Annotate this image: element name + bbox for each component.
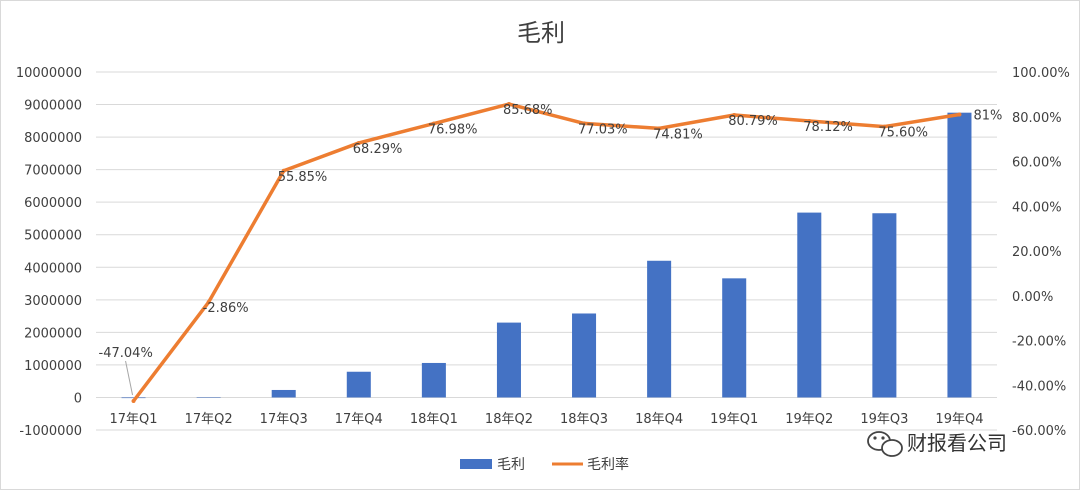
left-axis-tick-label: 5000000: [24, 229, 82, 244]
data-label: 85.68%: [503, 103, 553, 118]
bar: [872, 213, 897, 398]
chart-title: 毛利: [517, 19, 565, 47]
bar: [121, 397, 146, 399]
x-axis-tick-label: 17年Q2: [185, 412, 233, 427]
line-point: [732, 112, 737, 117]
bar: [196, 397, 221, 398]
data-label: -2.86%: [203, 301, 249, 316]
data-label: 68.29%: [353, 142, 403, 157]
left-axis-tick-label: 10000000: [16, 66, 82, 81]
gridlines: [96, 71, 997, 431]
left-axis-tick-label: -1000000: [19, 424, 82, 439]
left-axis-tick-label: 2000000: [24, 326, 82, 341]
data-label: 77.03%: [578, 122, 628, 137]
bar: [797, 212, 822, 398]
data-label: 74.81%: [653, 127, 703, 142]
right-axis-tick-label: 40.00%: [1012, 200, 1062, 215]
right-axis-ticks: -60.00% -40.00% -20.00% 0.00% 20.00% 40.00% 60…: [1012, 66, 1070, 439]
data-label: 55.85%: [278, 170, 328, 185]
line-point: [882, 124, 887, 129]
right-axis-tick-label: 100.00%: [1012, 66, 1070, 81]
left-axis-tick-label: 0: [74, 391, 82, 406]
line-point: [431, 121, 436, 126]
x-axis-tick-label: 19年Q1: [710, 412, 758, 427]
line-point: [582, 121, 587, 126]
bar: [722, 278, 747, 398]
left-axis-tick-label: 3000000: [24, 294, 82, 309]
bar: [346, 371, 371, 398]
left-axis-tick-label: 9000000: [24, 99, 82, 114]
data-label: 76.98%: [428, 123, 478, 138]
data-labels: -47.04% -2.86% 55.85% 68.29% 76.98% 85.68% 77.…: [99, 103, 1002, 396]
bar: [647, 260, 672, 398]
data-label: -47.04%: [99, 346, 153, 361]
right-axis-tick-label: -60.00%: [1012, 424, 1066, 439]
x-axis-tick-label: 18年Q4: [635, 412, 683, 427]
x-axis-tick-label: 18年Q3: [560, 412, 608, 427]
data-label: 78.12%: [803, 120, 853, 135]
legend-swatch-bar: [460, 459, 492, 469]
left-axis-tick-label: 4000000: [24, 261, 82, 276]
line-point: [506, 102, 511, 107]
line-point: [957, 112, 962, 117]
x-axis-tick-label: 18年Q2: [485, 412, 533, 427]
line-series: [131, 102, 962, 404]
line-point: [206, 300, 211, 305]
line-point: [356, 140, 361, 145]
right-axis-tick-label: -20.00%: [1012, 335, 1066, 350]
bar-series: [121, 112, 972, 399]
watermark-text: 财报看公司: [907, 431, 1007, 455]
line-path: [131, 102, 962, 403]
bar: [496, 322, 521, 398]
left-axis-tick-label: 6000000: [24, 196, 82, 211]
line-point: [657, 126, 662, 131]
data-label: 75.60%: [878, 126, 928, 141]
data-label: 80.79%: [728, 114, 778, 129]
x-axis-tick-label: 17年Q4: [335, 412, 383, 427]
left-axis-tick-label: 1000000: [24, 359, 82, 374]
right-axis-tick-label: 60.00%: [1012, 156, 1062, 171]
data-label: 81%: [973, 109, 1002, 124]
line-point: [807, 118, 812, 123]
wechat-icon: [867, 431, 903, 457]
left-axis-ticks: -1000000 0 1000000 2000000 3000000 4000000 500…: [16, 66, 82, 439]
x-axis-tick-label: 17年Q3: [260, 412, 308, 427]
bar: [421, 362, 446, 398]
legend: 毛利 毛利率: [460, 456, 629, 473]
x-axis-tick-label: 19年Q3: [860, 412, 908, 427]
x-axis-ticks: 17年Q1 17年Q2 17年Q3 17年Q4 18年Q1 18年Q2 18年Q3 18年Q4…: [110, 412, 984, 427]
line-point: [281, 168, 286, 173]
x-axis-tick-label: 19年Q2: [785, 412, 833, 427]
watermark: 财报看公司: [867, 431, 1007, 457]
right-axis-tick-label: 0.00%: [1012, 290, 1053, 305]
line-point: [131, 399, 136, 404]
right-axis-tick-label: 20.00%: [1012, 245, 1062, 260]
label-leader-line: [125, 360, 134, 396]
bar: [572, 313, 597, 398]
x-axis-tick-label: 18年Q1: [410, 412, 458, 427]
legend-label-line: 毛利率: [587, 456, 629, 473]
bar: [947, 112, 972, 398]
bar: [271, 389, 296, 398]
right-axis-tick-label: -40.00%: [1012, 379, 1066, 394]
left-axis-tick-label: 7000000: [24, 164, 82, 179]
x-axis-tick-label: 17年Q1: [110, 412, 158, 427]
legend-label-bar: 毛利: [497, 457, 525, 473]
left-axis-tick-label: 8000000: [24, 131, 82, 146]
x-axis-tick-label: 19年Q4: [935, 412, 983, 427]
right-axis-tick-label: 80.00%: [1012, 111, 1062, 126]
